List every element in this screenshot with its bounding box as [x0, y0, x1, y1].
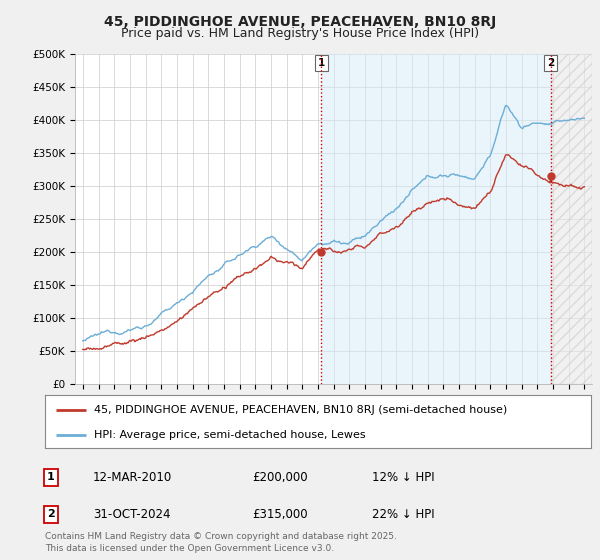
Text: 31-OCT-2024: 31-OCT-2024 — [93, 507, 170, 521]
Text: 12-MAR-2010: 12-MAR-2010 — [93, 470, 172, 484]
Text: Price paid vs. HM Land Registry's House Price Index (HPI): Price paid vs. HM Land Registry's House … — [121, 27, 479, 40]
Bar — [551, 54, 592, 384]
Text: 2: 2 — [547, 58, 554, 68]
Text: Contains HM Land Registry data © Crown copyright and database right 2025.
This d: Contains HM Land Registry data © Crown c… — [45, 532, 397, 553]
Text: 2: 2 — [47, 509, 55, 519]
Text: 45, PIDDINGHOE AVENUE, PEACEHAVEN, BN10 8RJ: 45, PIDDINGHOE AVENUE, PEACEHAVEN, BN10 … — [104, 15, 496, 29]
Text: 1: 1 — [47, 472, 55, 482]
Text: 12% ↓ HPI: 12% ↓ HPI — [372, 470, 434, 484]
Text: 1: 1 — [317, 58, 325, 68]
Text: 22% ↓ HPI: 22% ↓ HPI — [372, 507, 434, 521]
Bar — [321, 54, 551, 384]
Text: 45, PIDDINGHOE AVENUE, PEACEHAVEN, BN10 8RJ (semi-detached house): 45, PIDDINGHOE AVENUE, PEACEHAVEN, BN10 … — [94, 405, 508, 415]
Text: £200,000: £200,000 — [252, 470, 308, 484]
Text: £315,000: £315,000 — [252, 507, 308, 521]
Text: HPI: Average price, semi-detached house, Lewes: HPI: Average price, semi-detached house,… — [94, 430, 366, 440]
